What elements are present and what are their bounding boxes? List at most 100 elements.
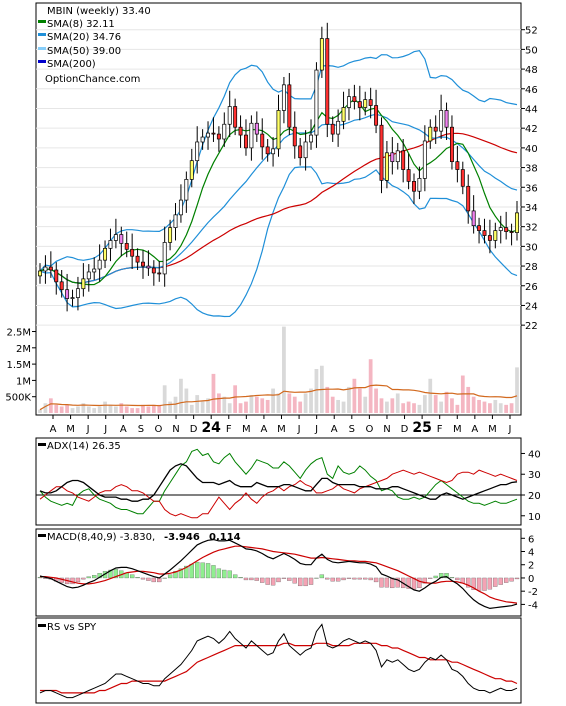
- macd-histogram-bar: [325, 577, 330, 580]
- candle-body: [103, 247, 108, 261]
- volume-tick-label: 2M: [16, 344, 31, 355]
- macd-histogram-bar: [265, 577, 270, 585]
- price-tick-label: 34: [525, 203, 538, 214]
- x-tick-label: A: [471, 424, 478, 435]
- macd-histogram-bar: [211, 565, 216, 579]
- candle-body: [249, 122, 254, 149]
- watermark: OptionChance.com: [45, 74, 140, 85]
- price-y-axis: 52 50 48 46 44 42 40 38 36 34 32 30 28 26 24 22: [521, 26, 538, 332]
- macd-histogram: [37, 561, 520, 591]
- volume-bar: [336, 399, 341, 413]
- volume-tick-label: 500K: [5, 393, 31, 404]
- x-tick-label: M: [242, 424, 251, 435]
- volume-bar: [374, 388, 378, 413]
- macd-histogram-bar: [503, 577, 509, 583]
- macd-histogram-bar: [189, 563, 194, 579]
- volume-bar: [428, 378, 433, 413]
- candle-body: [303, 141, 308, 159]
- rs-label: RS vs SPY: [47, 622, 97, 633]
- adx-panel: 40 30 20 10 ADX(14) 26.35: [35, 437, 541, 526]
- price-tick-label: 28: [525, 262, 538, 273]
- macd-histogram-bar: [444, 573, 449, 579]
- x-tick-label: J: [508, 424, 512, 435]
- price-legend: MBIN (weekly) 33.40 SMA(8) 32.11 SMA(20)…: [38, 6, 151, 85]
- volume-bar: [124, 406, 129, 413]
- macd-histogram-bar: [162, 577, 167, 579]
- plus-di-line: [39, 448, 518, 515]
- candle-body: [124, 243, 129, 250]
- volume-bar: [444, 391, 449, 413]
- price-tick-label: 32: [525, 223, 538, 234]
- candle-body: [92, 268, 97, 273]
- macd-histogram-bar: [254, 577, 259, 581]
- candle-body: [113, 234, 118, 241]
- volume-bar: [309, 388, 313, 413]
- candle-body: [216, 133, 221, 140]
- candle-body: [487, 235, 492, 241]
- candle-body: [189, 160, 194, 180]
- x-tick-label: 25: [412, 420, 431, 436]
- candle-body: [384, 152, 389, 181]
- candle-body: [477, 225, 482, 231]
- adx-label: ADX(14) 26.35: [47, 441, 121, 452]
- volume-bar: [488, 403, 492, 413]
- macd-histogram-bar: [140, 577, 146, 580]
- macd-histogram-bar: [167, 574, 173, 579]
- volume-bar: [92, 408, 97, 413]
- volume-bar: [76, 406, 80, 413]
- candle-body: [482, 230, 487, 236]
- legend-swatch-sma20: [38, 33, 46, 36]
- candle-body: [238, 126, 243, 136]
- bollinger-lower-line: [39, 166, 518, 318]
- macd-histogram-bar: [373, 577, 379, 583]
- candle-body: [119, 234, 124, 244]
- volume-bar: [97, 406, 102, 413]
- macd-histogram-bar: [276, 577, 281, 583]
- volume-bar: [347, 386, 351, 413]
- candle-body: [65, 289, 70, 299]
- rs-panel: RS vs SPY: [35, 617, 522, 704]
- candle-body: [184, 179, 189, 201]
- macd-histogram-bar: [384, 577, 390, 588]
- x-tick-label: J: [86, 424, 90, 435]
- macd-y-axis: 6 4 2 0 -2 -4: [521, 534, 538, 611]
- candle-body: [417, 178, 422, 192]
- volume-bar: [417, 404, 422, 413]
- legend-sma200: SMA(200): [47, 59, 96, 70]
- macd-histogram-bar: [417, 577, 422, 589]
- adx-tick-label: 20: [528, 491, 541, 502]
- price-candles: [38, 22, 519, 312]
- candle-body: [195, 141, 200, 162]
- macd-histogram-bar: [249, 577, 254, 581]
- price-panel: 52 50 48 46 44 42 40 38 36 34 32 30 28 26 24 22 2.5M 2M 1…: [5, 2, 538, 416]
- macd-histogram-bar: [471, 577, 476, 591]
- legend-swatch-sma50: [38, 47, 46, 50]
- x-tick-label: O: [365, 424, 373, 435]
- candle-body: [379, 124, 384, 181]
- x-tick-label: F: [437, 424, 443, 435]
- macd-histogram-bar: [81, 577, 86, 580]
- candle-body: [70, 297, 75, 299]
- volume-bar: [216, 393, 221, 413]
- macd-histogram-bar: [113, 569, 119, 579]
- macd-histogram-bar: [493, 577, 498, 587]
- x-tick-label: S: [138, 424, 144, 435]
- volume-bar: [330, 396, 335, 413]
- volume-bar: [114, 406, 118, 413]
- macd-histogram-bar: [281, 577, 287, 579]
- candle-body: [347, 96, 351, 108]
- volume-bar: [54, 404, 59, 413]
- candle-body: [395, 150, 400, 163]
- bollinger-upper-line: [39, 50, 518, 272]
- macd-histogram-bar: [352, 577, 357, 580]
- macd-histogram-bar: [498, 577, 503, 585]
- volume-bar: [38, 409, 42, 413]
- volume-bar: [385, 401, 389, 413]
- volume-bar: [412, 403, 416, 413]
- volume-bar: [189, 404, 194, 413]
- price-tick-label: 24: [525, 301, 538, 312]
- candle-body: [200, 136, 205, 143]
- candle-body: [515, 212, 519, 233]
- macd-histogram-bar: [346, 577, 352, 579]
- x-tick-label: M: [277, 424, 286, 435]
